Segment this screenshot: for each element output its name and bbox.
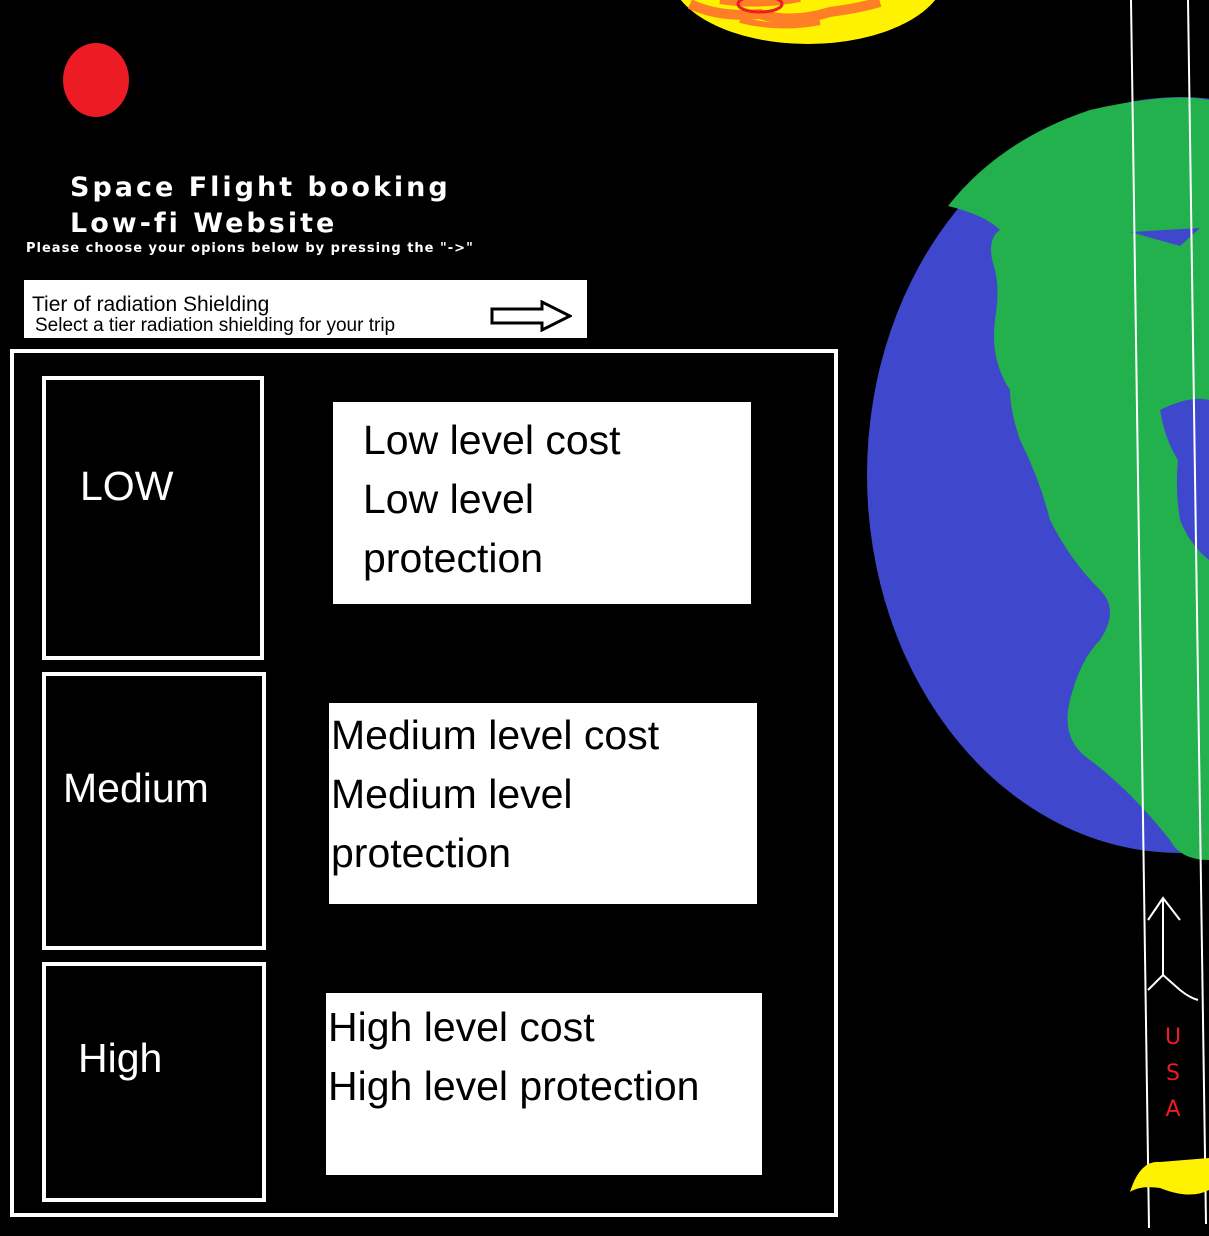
tier-high-desc-line-2: High level protection <box>328 1063 700 1109</box>
tier-medium-desc-line-2: Medium level <box>331 771 573 817</box>
tier-low-desc-line-2: Low level <box>363 476 534 522</box>
tier-low-description: Low level cost Low level protection <box>333 402 751 604</box>
tier-medium-label: Medium <box>63 765 209 811</box>
sun-icon <box>680 0 936 44</box>
tier-medium-button[interactable]: Medium <box>42 672 266 950</box>
tier-section-title: Tier of radiation Shielding <box>32 293 270 316</box>
tier-medium-desc-line-3: protection <box>331 830 512 876</box>
title-line-1: Space Flight booking <box>70 172 451 203</box>
tier-low-label: LOW <box>80 463 174 509</box>
title-line-2: Low-fi Website <box>70 208 338 239</box>
tier-low-desc-line-3: protection <box>363 535 544 581</box>
tier-high-button[interactable]: High <box>42 962 266 1202</box>
rocket-label: USA <box>1164 1025 1182 1122</box>
tier-low-desc-line-1: Low level cost <box>363 417 621 463</box>
tier-low-button[interactable]: LOW <box>42 376 264 660</box>
right-arrow-icon[interactable] <box>490 300 572 332</box>
instruction-text: Please choose your opions below by press… <box>26 241 474 256</box>
tier-high-description: High level cost High level protection <box>326 993 762 1175</box>
tier-high-desc-line-1: High level cost <box>328 1004 595 1050</box>
tier-medium-description: Medium level cost Medium level protectio… <box>329 703 757 904</box>
page-title: Space Flight booking Low-fi Website <box>70 170 451 242</box>
tier-medium-desc-line-1: Medium level cost <box>331 712 660 758</box>
tier-high-label: High <box>78 1035 163 1081</box>
tier-section-subtitle: Select a tier radiation shielding for yo… <box>35 315 396 336</box>
red-planet-icon <box>63 43 129 117</box>
earth-icon <box>867 97 1209 861</box>
tier-selection-panel: LOW Low level cost Low level protection … <box>10 349 838 1217</box>
tier-section-header: Tier of radiation Shielding Select a tie… <box>24 280 587 338</box>
